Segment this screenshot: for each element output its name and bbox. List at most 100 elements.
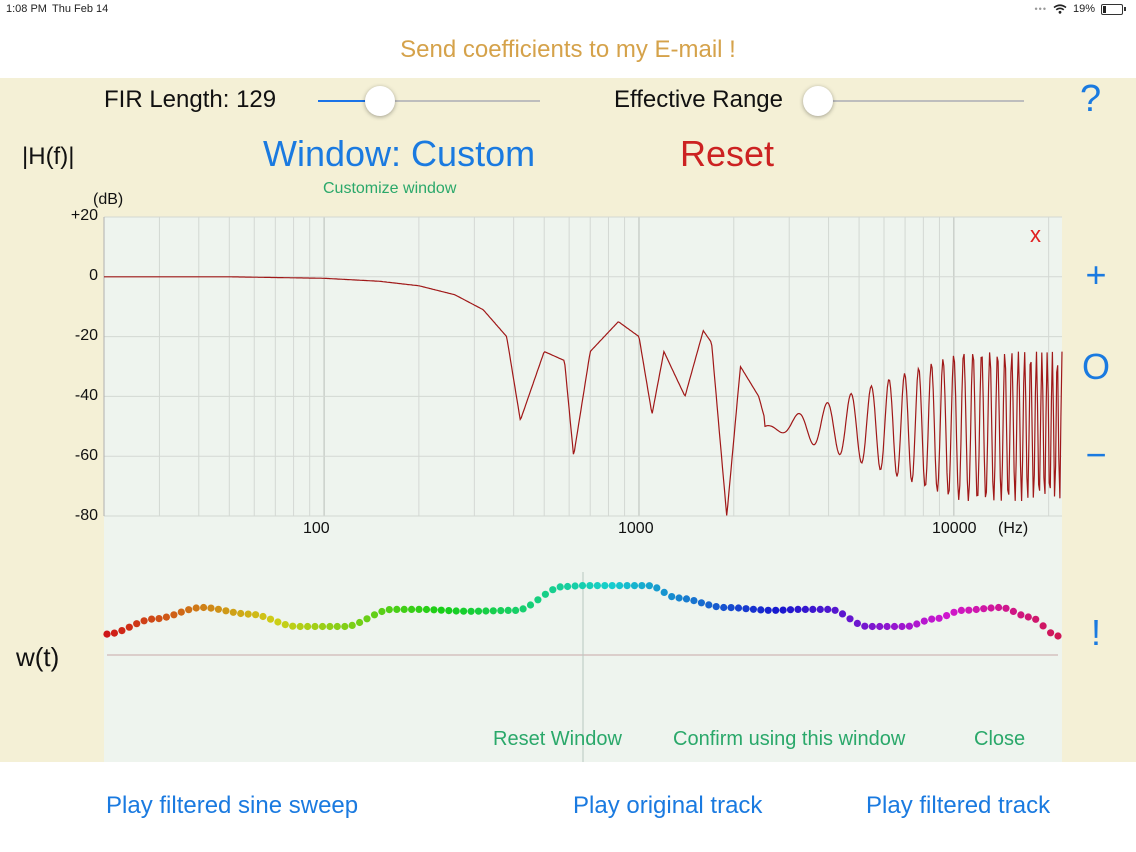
- zoom-reset-button[interactable]: O: [1081, 346, 1110, 387]
- window-point: [1009, 607, 1018, 616]
- window-point: [1039, 622, 1047, 630]
- window-point: [608, 582, 616, 590]
- window-point: [356, 618, 364, 627]
- status-time: 1:08 PM: [6, 3, 47, 15]
- close-chart-button[interactable]: x: [1030, 222, 1041, 247]
- window-point: [222, 607, 230, 615]
- window-point: [333, 622, 341, 631]
- window-point: [148, 615, 156, 623]
- fir-length-slider-track[interactable]: [318, 100, 540, 102]
- window-point: [980, 605, 988, 613]
- window-point: [809, 605, 817, 614]
- window-point: [170, 611, 178, 619]
- window-point: [400, 605, 408, 614]
- window-point: [489, 607, 497, 615]
- window-point: [987, 604, 995, 612]
- window-point: [727, 604, 735, 612]
- window-point: [200, 603, 208, 612]
- window-point: [1032, 615, 1040, 623]
- window-point: [630, 582, 639, 590]
- response-curve: [104, 276, 1063, 516]
- window-select-button[interactable]: Window: Custom: [263, 133, 536, 174]
- window-point: [645, 582, 654, 590]
- window-point: [259, 612, 267, 621]
- window-point: [348, 621, 356, 630]
- window-point: [556, 583, 564, 591]
- window-point: [1002, 604, 1010, 612]
- window-point: [393, 605, 401, 614]
- window-point: [103, 630, 111, 638]
- window-point: [623, 582, 631, 590]
- help-button[interactable]: ?: [1080, 78, 1102, 120]
- battery-cap-icon: [1124, 7, 1126, 11]
- effective-range-slider-track[interactable]: [818, 100, 1024, 102]
- window-point: [415, 605, 423, 614]
- window-point: [140, 617, 148, 625]
- window-point: [883, 622, 891, 631]
- window-point: [155, 615, 163, 623]
- battery-percent: 19%: [1072, 3, 1095, 15]
- window-point: [519, 605, 527, 613]
- window-point: [749, 605, 758, 613]
- send-email-link[interactable]: Send coefficients to my E-mail !: [400, 36, 736, 63]
- window-point: [824, 605, 832, 614]
- window-point: [430, 606, 438, 614]
- close-window-button[interactable]: Close: [974, 728, 1026, 750]
- window-point: [779, 606, 787, 614]
- window-point: [913, 620, 921, 628]
- window-point: [653, 584, 661, 592]
- window-point: [950, 608, 958, 616]
- window-point: [185, 606, 193, 614]
- window-point: [177, 608, 185, 616]
- window-point: [675, 594, 683, 602]
- play-filtered-button[interactable]: Play filtered track: [866, 792, 1051, 819]
- window-point: [274, 618, 282, 626]
- window-point: [846, 615, 854, 623]
- zoom-out-button[interactable]: −: [1085, 434, 1107, 475]
- fir-length-slider-thumb[interactable]: [365, 86, 396, 116]
- window-point: [289, 622, 297, 630]
- window-point: [853, 619, 862, 628]
- status-right: ••• 19%: [1035, 3, 1126, 15]
- zoom-in-button[interactable]: +: [1085, 254, 1107, 295]
- window-point: [437, 606, 445, 614]
- window-point: [868, 622, 876, 631]
- window-point: [408, 605, 416, 614]
- magnitude-axis-label: |H(f)|: [22, 143, 75, 170]
- x-tick-label: 10000: [932, 520, 977, 537]
- window-point: [564, 582, 572, 591]
- window-point: [690, 597, 698, 605]
- window-point: [341, 622, 349, 631]
- info-button[interactable]: !: [1090, 612, 1101, 653]
- window-point: [668, 593, 676, 601]
- window-point: [497, 607, 505, 615]
- play-sweep-button[interactable]: Play filtered sine sweep: [106, 792, 359, 819]
- fir-length-label: FIR Length: 129: [104, 86, 277, 113]
- window-point: [162, 613, 170, 621]
- y-tick-label: -60: [74, 447, 98, 464]
- window-point: [995, 603, 1003, 612]
- window-point: [1054, 632, 1062, 640]
- window-point: [378, 607, 386, 616]
- window-point: [638, 582, 646, 590]
- window-point: [326, 622, 334, 631]
- window-point: [266, 615, 275, 623]
- window-point: [460, 607, 468, 615]
- window-point: [943, 612, 951, 620]
- window-point: [1024, 613, 1032, 621]
- reset-window-button[interactable]: Reset Window: [493, 728, 622, 750]
- window-point: [816, 605, 824, 614]
- window-point: [593, 582, 602, 590]
- window-point: [616, 582, 624, 590]
- play-original-button[interactable]: Play original track: [573, 792, 763, 819]
- x-axis-unit: (Hz): [998, 520, 1029, 537]
- confirm-window-button[interactable]: Confirm using this window: [673, 728, 906, 750]
- window-point: [504, 606, 512, 615]
- window-point: [720, 603, 728, 612]
- window-point: [304, 622, 312, 631]
- effective-range-slider-thumb[interactable]: [803, 86, 833, 116]
- window-point: [511, 606, 520, 615]
- customize-window-link[interactable]: Customize window: [323, 180, 457, 197]
- reset-button[interactable]: Reset: [680, 133, 775, 174]
